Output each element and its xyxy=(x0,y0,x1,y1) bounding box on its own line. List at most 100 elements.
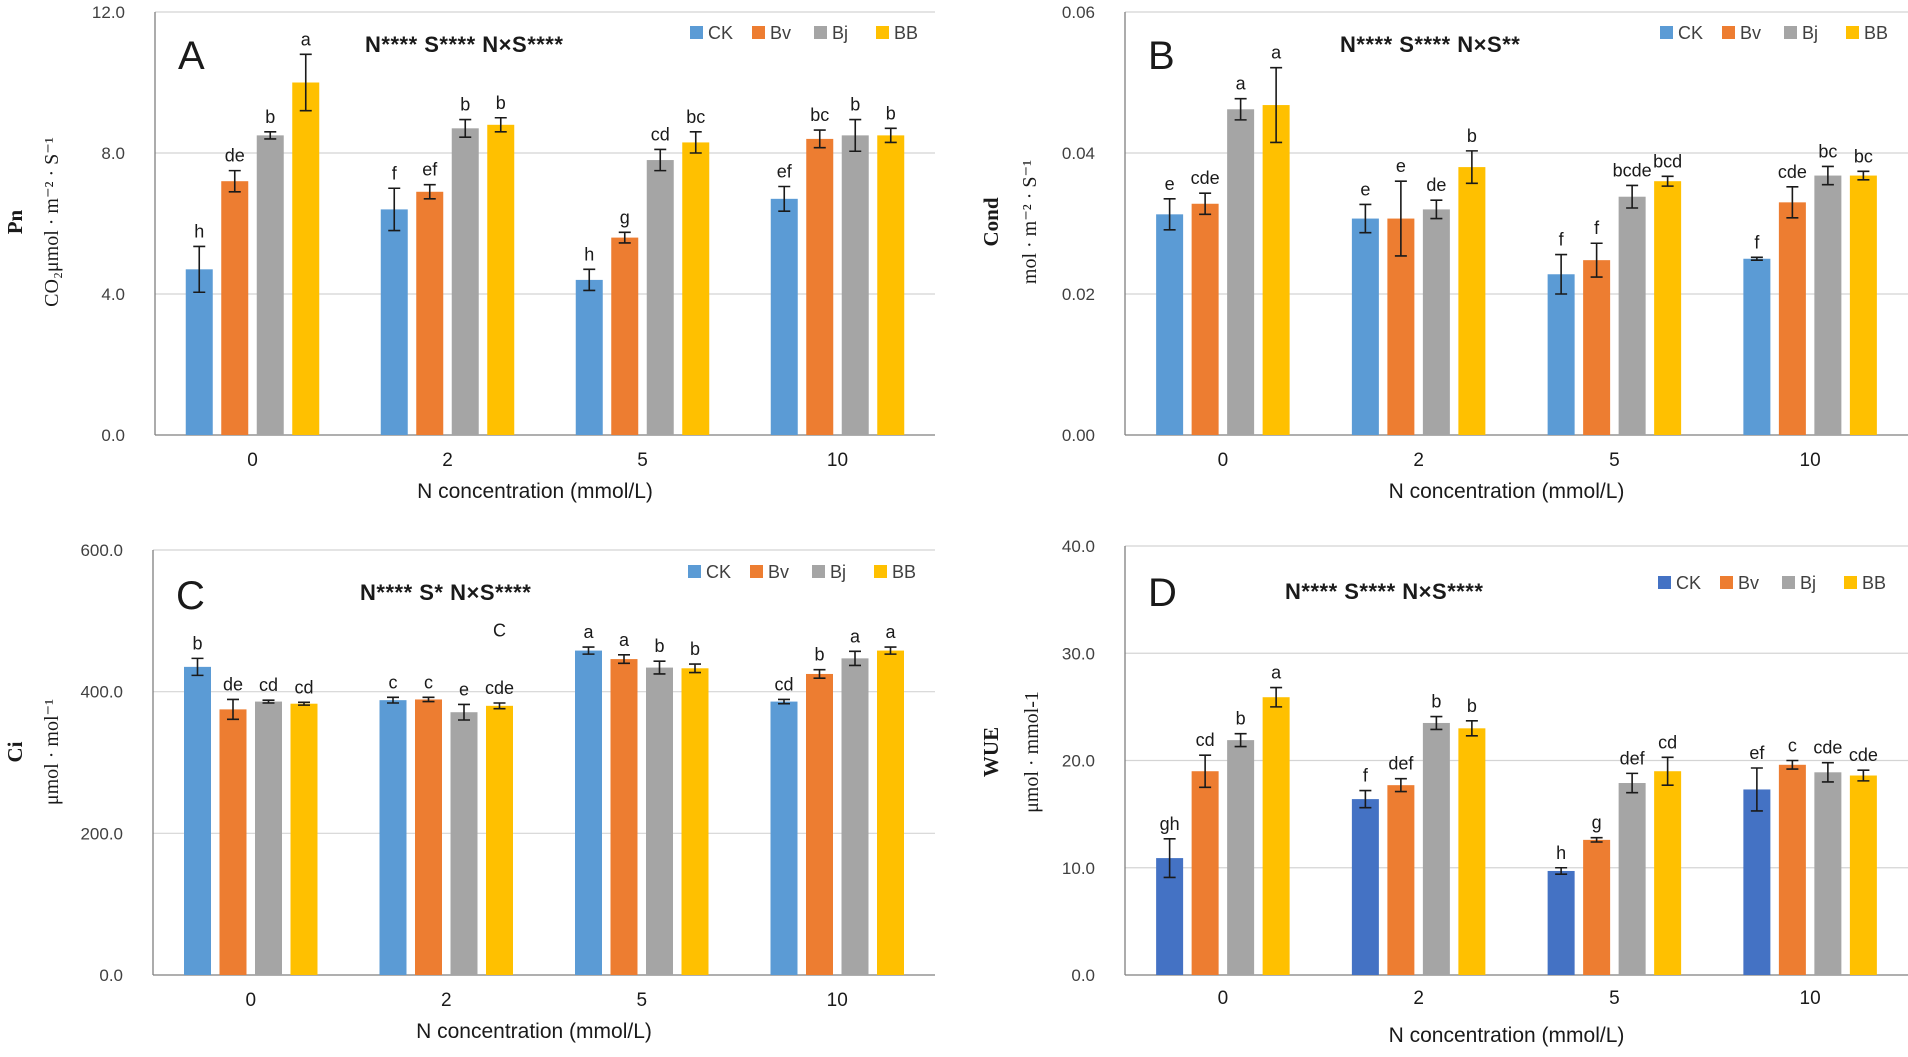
error-bar xyxy=(458,703,470,721)
error-bar xyxy=(1750,767,1763,812)
error-bar xyxy=(1555,866,1568,875)
x-tick-label: 0 xyxy=(1218,988,1229,1009)
significance-letter: h xyxy=(1556,843,1566,863)
error-bar xyxy=(582,646,595,655)
significance-letter: f xyxy=(392,163,398,183)
bar-ck-5 xyxy=(575,650,602,975)
error-bar xyxy=(618,654,630,665)
error-bar xyxy=(653,660,666,675)
error-bar xyxy=(654,148,667,172)
error-bar xyxy=(1270,66,1283,144)
bar-ck-10 xyxy=(1743,258,1771,435)
error-bar xyxy=(1786,186,1799,219)
error-bar xyxy=(849,650,861,667)
panel-letter: A xyxy=(178,34,205,78)
legend-swatch-bv xyxy=(750,565,763,578)
bar-bb-0 xyxy=(1262,105,1290,435)
significance-letter: gh xyxy=(1160,814,1180,834)
error-bar xyxy=(388,187,401,232)
bar-bv-10 xyxy=(1778,764,1806,975)
significance-letter: b xyxy=(460,95,470,115)
y-tick-label: 40.0 xyxy=(1062,537,1095,556)
bar-bj-10 xyxy=(841,135,869,435)
legend-label-ck: CK xyxy=(706,562,731,582)
significance-letter: cd xyxy=(259,675,278,695)
error-bar xyxy=(493,702,506,710)
error-bar xyxy=(1661,756,1674,786)
legend-swatch-ck xyxy=(688,565,701,578)
legend-swatch-bj xyxy=(1782,576,1795,589)
error-bar xyxy=(1821,761,1834,783)
legend-label-bb: BB xyxy=(894,23,918,43)
x-axis-title: N concentration (mmol/L) xyxy=(1389,1024,1625,1047)
bar-bv-2 xyxy=(416,191,444,435)
significance-letter: ef xyxy=(1749,743,1765,763)
bar-ck-10 xyxy=(770,701,798,975)
significance-letter: g xyxy=(620,207,630,227)
error-bar xyxy=(1430,715,1443,731)
y-axis-unit: μmol · mmol-1 xyxy=(1021,691,1043,813)
significance-letter: b xyxy=(850,95,860,115)
significance-letter: b xyxy=(886,103,896,123)
legend-swatch-bb xyxy=(874,565,887,578)
bar-bb-2 xyxy=(1458,728,1486,975)
significance-summary: N**** S**** N×S**** xyxy=(365,32,563,57)
significance-letter: a xyxy=(301,29,312,49)
significance-letter: e xyxy=(1165,174,1175,194)
y-tick-label: 0.02 xyxy=(1062,285,1095,304)
bar-ck-2 xyxy=(380,209,408,435)
legend-label-ck: CK xyxy=(1678,23,1703,43)
error-bar xyxy=(1234,732,1247,748)
error-bar xyxy=(264,131,277,140)
x-tick-label: 0 xyxy=(245,990,256,1011)
x-tick-label: 5 xyxy=(1609,988,1620,1009)
bar-bj-10 xyxy=(1814,175,1842,435)
error-bar xyxy=(193,245,206,294)
significance-summary: N**** S**** N×S**** xyxy=(1285,579,1483,604)
bar-bj-0 xyxy=(1227,109,1255,435)
bar-bb-0 xyxy=(290,703,318,975)
error-bar xyxy=(423,183,436,200)
significance-letter: b xyxy=(265,107,275,127)
error-bar xyxy=(262,699,275,704)
bar-ck-5 xyxy=(575,279,603,435)
legend-label-bj: Bj xyxy=(832,23,848,43)
legend-label-bv: Bv xyxy=(768,562,789,582)
significance-letter: g xyxy=(1592,813,1602,833)
legend-label-bv: Bv xyxy=(1738,573,1759,593)
legend-label-bj: Bj xyxy=(1800,573,1816,593)
error-bar xyxy=(1590,242,1603,278)
significance-letter: a xyxy=(1236,74,1247,94)
bar-bj-5 xyxy=(646,667,673,975)
bar-bv-2 xyxy=(1387,785,1415,975)
y-tick-label: 30.0 xyxy=(1062,644,1095,663)
bar-bv-10 xyxy=(806,138,834,435)
bar-bv-10 xyxy=(806,673,833,975)
y-tick-label: 0.0 xyxy=(99,966,123,985)
error-bar xyxy=(1555,253,1568,295)
significance-letter: de xyxy=(1426,175,1446,195)
x-tick-label: 10 xyxy=(1800,450,1821,471)
y-tick-label: 0.06 xyxy=(1062,3,1095,22)
error-bar xyxy=(1359,789,1372,809)
chart-panel-d: 0.010.020.030.040.0ghfhefcddefgcbbdefcde… xyxy=(979,537,1908,1047)
error-bar xyxy=(1750,256,1763,261)
legend-label-bv: Bv xyxy=(770,23,791,43)
error-bar xyxy=(1661,175,1674,187)
bar-bb-5 xyxy=(681,668,709,975)
bar-bj-10 xyxy=(841,658,869,975)
error-bar xyxy=(689,663,701,674)
significance-letter: b xyxy=(1467,126,1477,146)
error-bar xyxy=(583,268,596,292)
significance-letter: bc xyxy=(1854,146,1873,166)
error-bar xyxy=(1590,836,1603,843)
significance-letter: cd xyxy=(1196,730,1215,750)
legend-swatch-bb xyxy=(1846,26,1859,39)
error-bar xyxy=(191,657,204,677)
bar-bb-10 xyxy=(877,135,905,435)
bar-bj-10 xyxy=(1814,772,1842,975)
error-bar xyxy=(298,701,310,706)
bar-bj-5 xyxy=(1618,783,1646,975)
bar-ck-10 xyxy=(1743,789,1771,975)
